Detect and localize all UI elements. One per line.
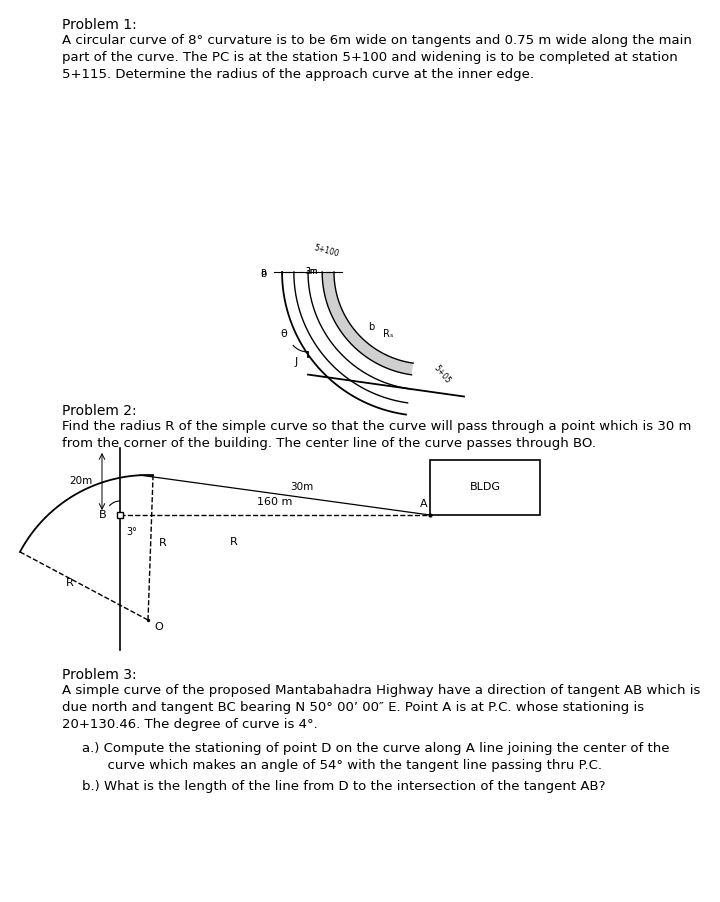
Text: 30m: 30m [290,482,313,492]
Text: 160 m: 160 m [257,497,293,507]
Bar [430,460,540,515]
Text: B: B [99,510,106,520]
Text: Problem 1:: Problem 1: [62,18,137,32]
Text: b.) What is the length of the line from D to the intersection of the tangent AB?: b.) What is the length of the line from … [82,780,606,793]
Text: O: O [154,622,163,632]
Text: R: R [66,578,73,588]
Text: a: a [260,267,266,277]
Text: R: R [230,537,238,547]
Text: Problem 3:: Problem 3: [62,668,137,682]
Text: b: b [368,322,374,332]
Text: Find the radius R of the simple curve so that the curve will pass through a poin: Find the radius R of the simple curve so… [62,420,691,450]
Text: 3m: 3m [306,268,318,277]
Text: A circular curve of 8° curvature is to be 6m wide on tangents and 0.75 m wide al: A circular curve of 8° curvature is to b… [62,34,692,81]
Text: 3°: 3° [126,527,137,537]
Polygon shape [322,272,413,375]
Text: BLDG: BLDG [469,483,500,492]
Text: A: A [420,499,428,509]
Text: θ: θ [280,329,287,339]
Text: J: J [294,356,297,366]
Text: 5+100: 5+100 [313,244,341,259]
Text: b: b [260,269,266,279]
Text: a.) Compute the stationing of point D on the curve along A line joining the cent: a.) Compute the stationing of point D on… [82,742,670,772]
Text: 20m: 20m [68,476,92,486]
Text: 3m: 3m [306,268,318,277]
Text: Rₛ: Rₛ [383,329,394,339]
Text: R: R [158,538,166,548]
Text: Problem 2:: Problem 2: [62,404,137,418]
Text: 5+05: 5+05 [431,364,452,386]
Text: A simple curve of the proposed Mantabahadra Highway have a direction of tangent : A simple curve of the proposed Mantabaha… [62,684,701,731]
